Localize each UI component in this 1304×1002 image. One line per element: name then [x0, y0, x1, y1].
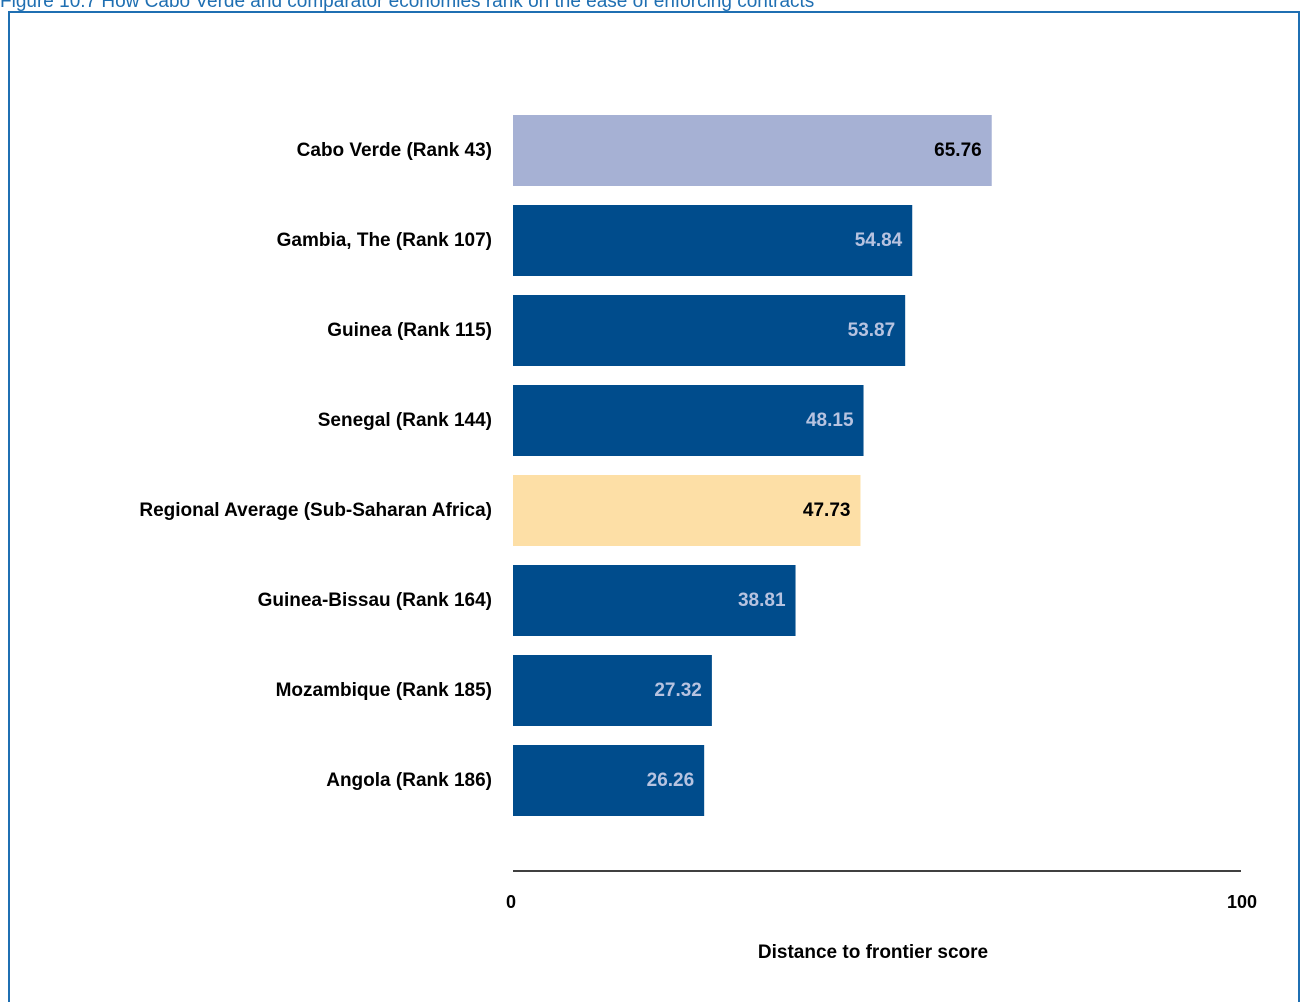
- category-label: Mozambique (Rank 185): [276, 680, 492, 701]
- data-label: 26.26: [647, 770, 695, 791]
- bar: [513, 655, 712, 726]
- bar: [513, 565, 796, 636]
- category-labels-layer: Cabo Verde (Rank 43) Gambia, The (Rank 10…: [139, 140, 492, 791]
- data-label: 47.73: [803, 500, 851, 521]
- x-axis-title: Distance to frontier score: [758, 942, 988, 963]
- category-label: Guinea-Bissau (Rank 164): [258, 590, 492, 611]
- data-label: 48.15: [806, 410, 854, 431]
- bars-layer: [513, 115, 992, 816]
- category-label: Regional Average (Sub-Saharan Africa): [139, 500, 492, 521]
- x-tick-label: 100: [1227, 892, 1257, 912]
- category-label: Cabo Verde (Rank 43): [297, 140, 492, 161]
- bar: [513, 385, 864, 456]
- bar: [513, 475, 861, 546]
- x-tick-label: 0: [506, 892, 516, 912]
- category-label: Gambia, The (Rank 107): [277, 230, 492, 251]
- data-label: 53.87: [848, 320, 896, 341]
- data-label: 38.81: [738, 590, 786, 611]
- figure-title: Figure 10.7 How Cabo Verde and comparato…: [0, 0, 815, 12]
- category-label: Angola (Rank 186): [326, 770, 492, 791]
- data-label: 54.84: [855, 230, 903, 251]
- bar: [513, 115, 992, 186]
- category-label: Senegal (Rank 144): [318, 410, 492, 431]
- bar: [513, 205, 913, 276]
- value-labels-layer: 65.76 54.84 53.87 48.15 47.73 38.81 27.32 26.26: [647, 140, 982, 791]
- data-label: 27.32: [654, 680, 702, 701]
- bar: [513, 745, 705, 816]
- data-label: 65.76: [934, 140, 982, 161]
- figure-frame: [8, 11, 1300, 1002]
- category-label: Guinea (Rank 115): [327, 320, 492, 341]
- bar: [513, 295, 906, 366]
